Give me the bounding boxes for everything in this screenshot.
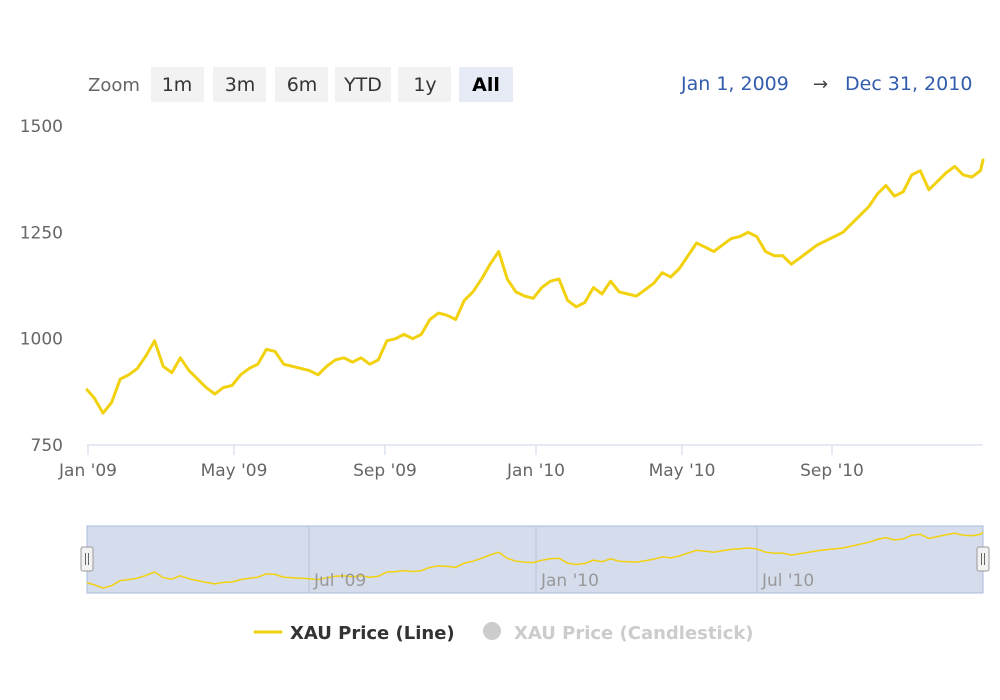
zoom-ytd-button[interactable]	[335, 67, 391, 102]
y-tick-label: 1500	[20, 117, 63, 137]
y-tick-label: 1000	[20, 330, 63, 350]
x-tick-label: Sep '10	[800, 461, 864, 481]
zoom-label: Zoom	[88, 75, 140, 96]
range-to-input[interactable]: Dec 31, 2010	[845, 73, 972, 95]
navigator-left-handle[interactable]	[80, 546, 94, 572]
legend-candlestick-label[interactable]: XAU Price (Candlestick)	[514, 623, 754, 644]
zoom-1y-label[interactable]: 1y	[413, 74, 436, 96]
main-series-group	[85, 158, 985, 415]
zoom-1m-label[interactable]: 1m	[162, 74, 193, 96]
navigator-series-line	[86, 531, 984, 589]
legend: XAU Price (Line) XAU Price (Candlestick)	[253, 622, 754, 644]
zoom-1y-button[interactable]	[398, 67, 451, 102]
x-tick-label: Sep '09	[353, 461, 417, 481]
navigator-label-jul-09: Jul '09	[313, 571, 366, 591]
legend-candlestick-swatch	[483, 622, 501, 640]
y-tick-label: 1250	[20, 223, 63, 243]
zoom-ytd-label[interactable]: YTD	[343, 74, 382, 96]
navigator-label-jan-10: Jan '10	[540, 571, 599, 591]
y-axis: 1500 1250 1000 750	[20, 117, 63, 456]
range-from-input[interactable]: Jan 1, 2009	[680, 73, 789, 95]
legend-item-candlestick[interactable]: XAU Price (Candlestick)	[483, 622, 754, 644]
x-tick-label: Jan '10	[506, 461, 565, 481]
zoom-3m-label[interactable]: 3m	[225, 74, 256, 96]
legend-item-line[interactable]: XAU Price (Line)	[253, 623, 455, 644]
zoom-3m-button[interactable]	[213, 67, 266, 102]
navigator-series-group	[86, 531, 984, 589]
range-arrow: →	[813, 74, 828, 95]
x-axis: Jan '09 May '09 Sep '09 Jan '10 May '10 Sep '…	[58, 444, 983, 481]
navigator-mask[interactable]	[86, 525, 984, 594]
zoom-range-selector: Zoom 1m 3m 6m YTD 1y All	[88, 67, 513, 102]
navigator: Jul '09 Jan '10 Jul '10	[80, 525, 990, 594]
navigator-label-jul-10: Jul '10	[761, 571, 814, 591]
series-line-xau[interactable]	[85, 158, 985, 415]
y-tick-label: 750	[31, 436, 63, 456]
zoom-6m-button[interactable]	[275, 67, 328, 102]
x-tick-label: May '09	[201, 461, 268, 481]
zoom-all-label[interactable]: All	[472, 74, 500, 96]
x-tick-label: Jan '09	[58, 461, 117, 481]
date-range-inputs: Jan 1, 2009 → Dec 31, 2010	[680, 73, 972, 95]
legend-line-label[interactable]: XAU Price (Line)	[290, 623, 455, 644]
zoom-all-button[interactable]	[459, 67, 513, 102]
x-tick-label: May '10	[649, 461, 716, 481]
navigator-right-handle[interactable]	[976, 546, 990, 572]
zoom-6m-label[interactable]: 6m	[287, 74, 318, 96]
zoom-1m-button[interactable]	[151, 67, 204, 102]
